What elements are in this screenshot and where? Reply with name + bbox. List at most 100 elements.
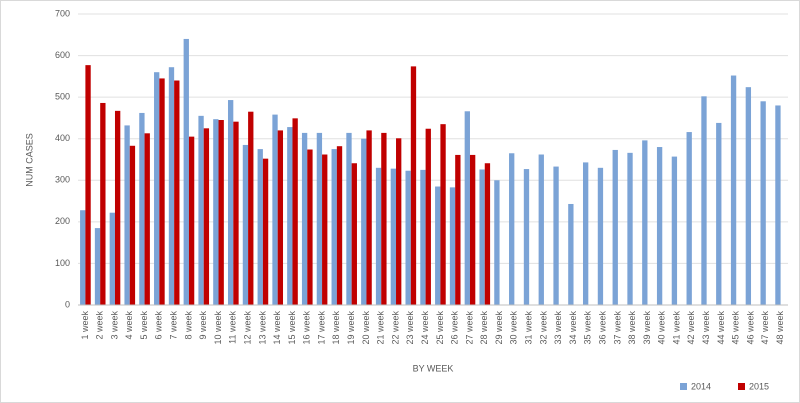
x-tick-label: 1 week xyxy=(80,311,90,340)
bar xyxy=(85,65,91,305)
bar xyxy=(351,163,357,305)
x-tick-label: 22 week xyxy=(390,311,400,345)
legend-label: 2015 xyxy=(749,381,769,391)
bar xyxy=(435,186,441,305)
x-tick-label: 23 week xyxy=(405,311,415,345)
x-tick-label: 25 week xyxy=(435,311,445,345)
bar xyxy=(307,149,313,305)
x-tick-label: 46 week xyxy=(745,311,755,345)
x-tick-label: 24 week xyxy=(420,311,430,345)
x-tick-label: 39 week xyxy=(642,311,652,345)
x-tick-label: 45 week xyxy=(731,311,741,345)
y-tick-label: 100 xyxy=(55,258,70,268)
x-tick-label: 32 week xyxy=(538,311,548,345)
x-tick-label: 43 week xyxy=(701,311,711,345)
bar xyxy=(346,132,352,305)
x-tick-label: 36 week xyxy=(597,311,607,345)
bar xyxy=(627,152,633,305)
bar xyxy=(479,169,485,305)
x-tick-label: 29 week xyxy=(494,311,504,345)
x-tick-label: 37 week xyxy=(612,311,622,345)
bar xyxy=(154,72,160,305)
bar xyxy=(405,170,411,305)
bar xyxy=(144,133,150,305)
x-tick-label: 12 week xyxy=(242,311,252,345)
x-tick-label: 11 week xyxy=(228,311,238,344)
x-tick-label: 35 week xyxy=(583,311,593,345)
x-tick-label: 21 week xyxy=(376,311,386,345)
bar xyxy=(568,203,574,305)
bar xyxy=(381,132,387,305)
x-tick-label: 8 week xyxy=(183,311,193,340)
bar xyxy=(523,169,530,305)
bar xyxy=(775,105,781,305)
x-tick-label: 3 week xyxy=(109,311,119,340)
x-tick-label: 44 week xyxy=(716,311,726,345)
x-tick-label: 41 week xyxy=(671,311,681,345)
x-tick-label: 33 week xyxy=(553,311,563,345)
bar xyxy=(213,119,219,305)
y-tick-label: 700 xyxy=(55,8,70,18)
x-tick-label: 2 week xyxy=(95,311,105,340)
bar xyxy=(257,149,263,305)
x-tick-label: 26 week xyxy=(450,311,460,345)
legend-swatch xyxy=(680,383,687,390)
bar xyxy=(375,167,382,305)
bar xyxy=(612,149,618,305)
x-tick-label: 14 week xyxy=(272,311,282,345)
x-tick-label: 30 week xyxy=(509,311,519,345)
x-tick-label: 28 week xyxy=(479,311,489,345)
bar xyxy=(410,66,417,305)
x-tick-label: 7 week xyxy=(169,311,179,340)
bar xyxy=(701,96,707,305)
bar xyxy=(188,136,195,305)
bar xyxy=(227,100,234,305)
y-tick-label: 200 xyxy=(55,216,70,226)
y-tick-label: 300 xyxy=(55,175,70,185)
bar xyxy=(390,168,397,305)
legend-swatch xyxy=(738,383,745,390)
bar xyxy=(287,127,293,306)
bar xyxy=(396,138,402,305)
x-tick-label: 10 week xyxy=(213,311,223,345)
bar xyxy=(642,140,648,305)
x-tick-label: 42 week xyxy=(686,311,696,345)
y-tick-label: 0 xyxy=(65,299,70,309)
x-tick-label: 5 week xyxy=(139,311,149,340)
x-tick-label: 48 week xyxy=(775,311,785,345)
bar xyxy=(361,138,367,305)
x-tick-label: 27 week xyxy=(464,311,474,345)
bar xyxy=(159,78,165,305)
bar xyxy=(366,130,372,305)
bar xyxy=(716,122,722,305)
bar xyxy=(114,110,121,306)
y-axis-label: NUM CASES xyxy=(24,133,34,187)
legend-label: 2014 xyxy=(691,381,711,391)
bar xyxy=(203,128,210,305)
y-tick-label: 600 xyxy=(55,50,70,60)
bar xyxy=(449,187,456,305)
bar xyxy=(124,125,130,305)
bar xyxy=(671,156,678,305)
bar xyxy=(760,101,766,305)
bar xyxy=(109,212,115,305)
y-tick-label: 400 xyxy=(55,133,70,143)
bar xyxy=(242,144,249,305)
bar xyxy=(494,180,500,305)
x-tick-label: 13 week xyxy=(257,311,267,345)
bar xyxy=(336,146,343,305)
bar xyxy=(484,163,491,305)
bar xyxy=(292,118,298,305)
bar xyxy=(553,166,559,305)
bar xyxy=(168,67,175,305)
bar xyxy=(322,154,328,305)
x-tick-label: 16 week xyxy=(302,311,312,345)
bar xyxy=(218,120,224,305)
bar xyxy=(129,145,136,305)
x-tick-label: 6 week xyxy=(154,311,164,340)
x-tick-label: 20 week xyxy=(361,311,371,345)
bar xyxy=(198,115,204,305)
y-tick-label: 500 xyxy=(55,92,70,102)
x-tick-label: 34 week xyxy=(568,311,578,345)
